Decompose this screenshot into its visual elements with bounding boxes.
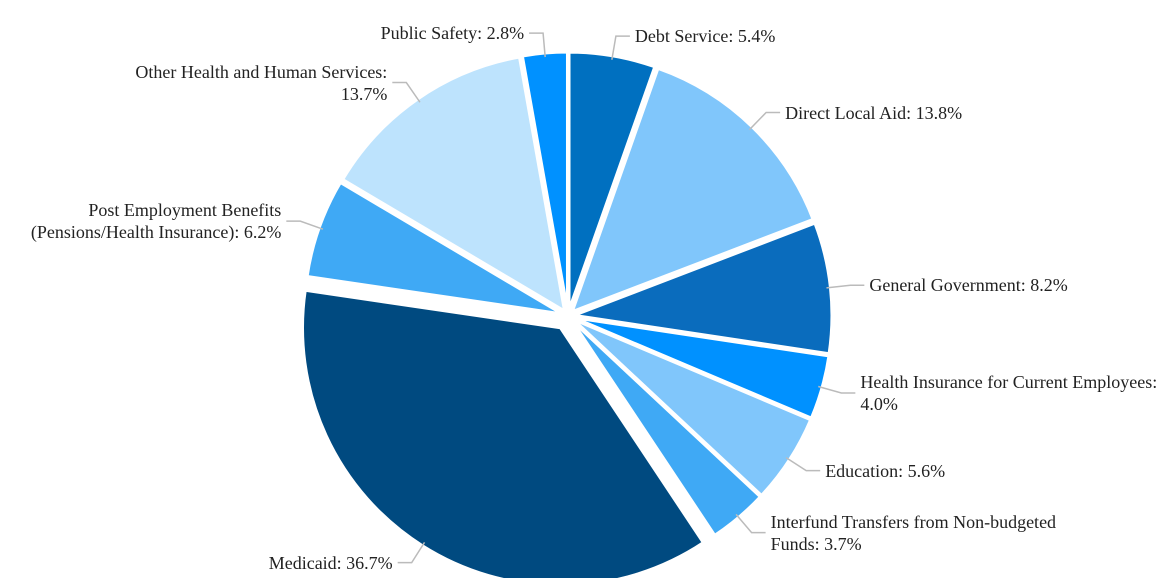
leader-line	[785, 456, 821, 472]
slice-label: Health Insurance for Current Employees: …	[860, 372, 1158, 414]
leader-line	[826, 284, 865, 289]
leader-line	[397, 541, 426, 564]
leader-line	[611, 35, 630, 60]
slice-label: Public Safety: 2.8%	[380, 23, 525, 44]
slice-label: Direct Local Aid: 13.8%	[785, 102, 963, 123]
slice-label: Post Employment Benefits (Pensions/Healt…	[30, 200, 282, 243]
slice-label: Education: 5.6%	[825, 460, 946, 481]
leader-line	[818, 385, 856, 394]
leader-line	[529, 32, 546, 58]
slice-label: Other Health and Human Services: 13.7%	[135, 61, 388, 104]
slice-label: Interfund Transfers from Non-budgeted Fu…	[770, 511, 1057, 554]
leader-line	[286, 220, 324, 230]
slice-label: General Government: 8.2%	[869, 275, 1068, 296]
leader-line	[392, 81, 421, 103]
leader-line	[748, 111, 781, 131]
leader-line	[735, 513, 766, 534]
slice-label: Medicaid: 36.7%	[268, 552, 393, 573]
slice-label: Debt Service: 5.4%	[634, 26, 776, 47]
